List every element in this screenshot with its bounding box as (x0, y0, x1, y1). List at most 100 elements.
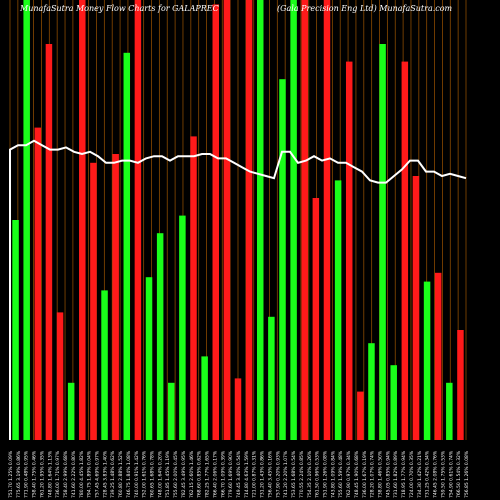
money-flow-bar (179, 215, 186, 440)
money-flow-bar (190, 136, 197, 440)
x-tick-label: 740.00 0.91% 1.42% (134, 450, 140, 498)
x-tick-label: 741.60 2.22% 0.80% (71, 450, 77, 498)
money-flow-bar (268, 316, 275, 440)
money-flow-bar (245, 0, 253, 440)
x-tick-label: 746.45 2.08% 0.76% (433, 450, 439, 498)
x-tick-label: 780.00 4.45% 1.82% (79, 450, 85, 498)
x-tick-label: 728.45 3.83% 1.40% (102, 450, 108, 498)
money-flow-bar (301, 0, 308, 440)
x-tick-label: 779.60 1.69% 0.90% (228, 450, 234, 498)
money-flow-bar (368, 343, 375, 440)
money-flow-bar (168, 382, 175, 440)
x-tick-label: 755.60 2.00% 0.45% (173, 450, 179, 498)
x-tick-label: 754.90 0.61% 0.74% (448, 450, 454, 498)
x-tick-label: 770.55 2.24% 0.85% (299, 450, 305, 498)
money-flow-bar (212, 4, 220, 441)
x-tick-label: 741.20 2.20% 1.07% (283, 450, 289, 498)
x-tick-label: 756.40 3.45% 0.16% (267, 450, 273, 498)
money-flow-bar (90, 162, 97, 441)
x-tick-label: 731.60 1.82% 0.89% (393, 450, 399, 498)
money-flow-bar (390, 365, 397, 440)
x-tick-label: 736.00 1.67% 0.19% (362, 450, 368, 498)
money-flow-bar (256, 0, 264, 440)
money-flow-bar (312, 198, 320, 440)
money-flow-bar (223, 0, 231, 440)
x-tick-label: 714.80 4.63% 1.59% (244, 450, 250, 498)
chart-subtitle: (Gala Precision Eng Ltd) MunafaSutra.com (277, 4, 453, 13)
money-flow-bar (357, 391, 364, 440)
x-tick-label: 728.20 1.07% 0.74% (370, 450, 376, 498)
x-tick-label: 756.85 1.26% 0.08% (464, 450, 470, 498)
money-flow-bar (334, 180, 342, 440)
x-tick-label: 771.90 0.48% 0.95% (24, 450, 30, 498)
x-tick-label: 743.80 1.09% 0.84% (330, 450, 336, 498)
money-flow-bar (67, 382, 75, 440)
money-flow-bar (45, 44, 53, 440)
money-flow-bar (234, 378, 242, 440)
x-tick-label: 752.00 1.61% 0.76% (142, 450, 148, 498)
x-tick-label: 738.80 1.46% 0.50% (378, 450, 384, 498)
x-axis-labels: 751.70 1.25% 0.09% 775.65 3.19% 0.86% 771.… (8, 450, 470, 498)
x-tick-label: 739.25 1.48% 0.62% (110, 450, 116, 498)
money-flow-bar (279, 79, 286, 440)
money-flow-bar (434, 272, 442, 440)
x-tick-label: 768.60 0.85% 0.62% (197, 450, 203, 498)
money-flow-bar (123, 52, 131, 441)
x-tick-label: 762.15 2.60% 1.46% (189, 450, 195, 498)
money-flow-bar (401, 61, 409, 440)
money-flow-bar (323, 0, 331, 440)
money-flow-bar (56, 312, 64, 440)
x-tick-label: 721.00 0.87% 0.31% (252, 450, 258, 498)
x-tick-label: 731.20 1.43% 0.86% (260, 450, 266, 498)
x-tick-label: 782.25 1.77% 1.65% (205, 450, 211, 498)
money-flow-bar (412, 176, 420, 440)
x-tick-label: 759.50 1.75% 0.53% (440, 450, 446, 498)
x-tick-label: 734.30 1.42% 0.21% (417, 450, 423, 498)
x-tick-label: 751.70 1.25% 0.09% (8, 450, 14, 498)
x-tick-label: 761.50 0.96% 0.53% (315, 450, 321, 498)
x-tick-label: 758.40 2.99% 0.68% (63, 450, 69, 498)
x-tick-label: 762.90 0.97% 0.34% (346, 450, 352, 498)
x-tick-label: 731.25 0.42% 0.34% (425, 450, 431, 498)
money-flow-bar (34, 127, 42, 440)
money-flow-bar (12, 220, 19, 440)
money-flow-bar (134, 0, 142, 440)
x-tick-label: 761.20 1.95% 0.35% (39, 450, 45, 498)
x-tick-label: 751.90 1.26% 0.08% (323, 450, 329, 498)
x-tick-label: 766.50 1.54% 0.32% (456, 450, 462, 498)
x-tick-label: 754.35 2.10% 0.26% (307, 450, 313, 498)
x-tick-label: 748.00 1.64% 0.20% (157, 450, 163, 498)
x-tick-label: 724.00 0.70% 0.35% (409, 450, 415, 498)
money-flow-bar (145, 277, 153, 440)
money-flow-bar (23, 0, 30, 440)
chart-title: MunafaSutra Money Flow Charts for GALAPR… (20, 4, 219, 13)
money-flow-bars (12, 0, 464, 441)
x-tick-label: 736.00 1.71% 0.97% (55, 450, 61, 498)
x-tick-label: 775.65 3.19% 0.86% (16, 450, 22, 498)
money-flow-bar (156, 233, 164, 440)
money-flow-bar (423, 281, 431, 440)
money-flow-bar (112, 154, 119, 440)
x-tick-label: 758.40 1.75% 0.46% (32, 450, 38, 498)
money-flow-bar (457, 330, 464, 440)
x-tick-label: 755.60 1.59% 0.48% (338, 450, 344, 498)
x-tick-label: 766.40 2.06% 0.17% (212, 450, 218, 498)
x-tick-label: 751.85 1.45% 1.19% (165, 450, 171, 498)
money-flow-bar (345, 61, 353, 440)
money-flow-bar (201, 356, 208, 440)
x-tick-label: 757.90 0.20% 0.93% (275, 450, 281, 498)
x-tick-label: 757.45 4.69% 0.97% (95, 450, 101, 498)
x-tick-label: 749.45 3.40% 0.54% (236, 450, 242, 498)
money-flow-bar (101, 290, 108, 440)
x-tick-label: 718.95 1.77% 0.94% (401, 450, 407, 498)
x-tick-label: 748.80 1.64% 1.13% (47, 450, 53, 498)
x-tick-label: 746.75 1.84% 1.08% (126, 450, 132, 498)
x-tick-label: 760.80 2.88% 1.52% (118, 450, 124, 498)
money-flow-bar (290, 0, 297, 440)
x-tick-label: 748.45 1.90% 0.68% (354, 450, 360, 498)
x-tick-label: 766.70 1.09% 0.39% (220, 450, 226, 498)
money-flow-bar (446, 382, 453, 440)
x-tick-label: 782.45 3.49% 0.95% (181, 450, 187, 498)
x-tick-label: 760.65 1.68% 0.78% (150, 450, 156, 498)
